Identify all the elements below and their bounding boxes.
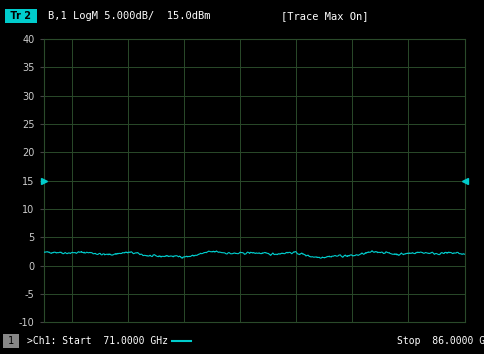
Text: 1: 1: [5, 336, 17, 346]
Text: B,1 LogM 5.000dB/  15.0dBm: B,1 LogM 5.000dB/ 15.0dBm: [48, 11, 211, 21]
Text: Stop  86.0000 GHz: Stop 86.0000 GHz: [397, 336, 484, 346]
Text: Tr 2: Tr 2: [7, 11, 35, 21]
Text: >Ch1: Start  71.0000 GHz: >Ch1: Start 71.0000 GHz: [27, 336, 167, 346]
Text: [Trace Max On]: [Trace Max On]: [281, 11, 368, 21]
